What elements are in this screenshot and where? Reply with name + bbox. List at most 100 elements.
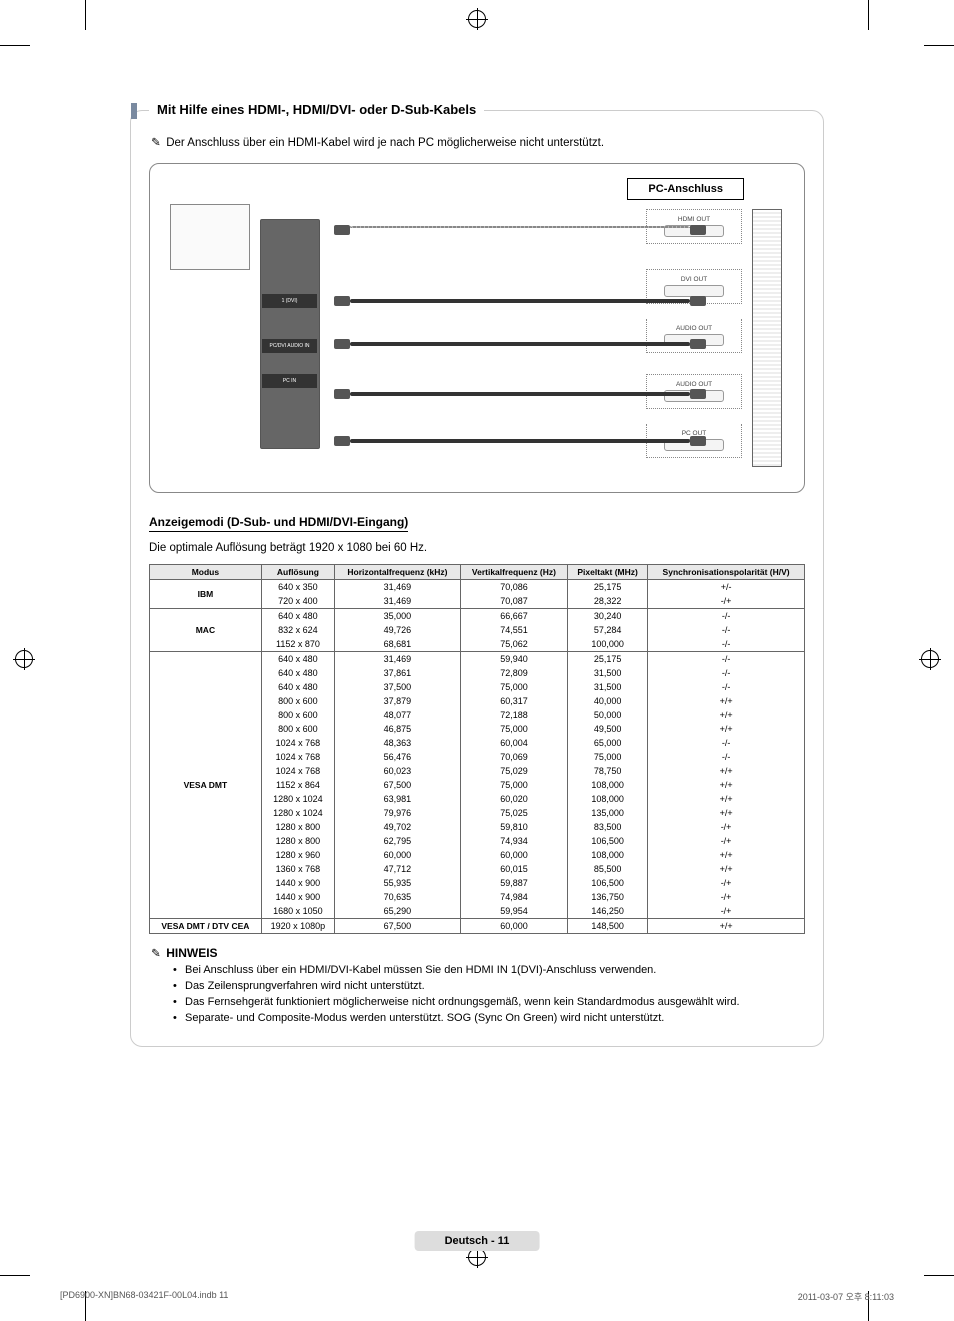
- table-cell: 148,500: [568, 919, 648, 934]
- table-body: IBM640 x 35031,46970,08625,175+/-720 x 4…: [150, 580, 805, 934]
- port-label: DVI OUT: [651, 276, 737, 283]
- table-row: MAC640 x 48035,00066,66730,240-/-: [150, 609, 805, 624]
- heading-accent-icon: [131, 103, 137, 119]
- table-cell: 75,000: [460, 680, 567, 694]
- table-cell: +/+: [648, 806, 805, 820]
- table-cell: 50,000: [568, 708, 648, 722]
- port-label: AUDIO OUT: [651, 381, 737, 388]
- table-cell: +/+: [648, 694, 805, 708]
- section-heading: Mit Hilfe eines HDMI-, HDMI/DVI- oder D-…: [131, 101, 805, 129]
- table-cell: +/+: [648, 919, 805, 934]
- table-cell: +/+: [648, 862, 805, 876]
- table-cell: -/+: [648, 904, 805, 919]
- table-cell: -/+: [648, 820, 805, 834]
- top-note-text: Der Anschluss über ein HDMI-Kabel wird j…: [166, 137, 604, 149]
- table-cell: +/+: [648, 792, 805, 806]
- table-cell: 78,750: [568, 764, 648, 778]
- table-cell: +/+: [648, 708, 805, 722]
- hinweis-section: ✎ HINWEIS Bei Anschluss über ein HDMI/DV…: [149, 946, 805, 1024]
- mode-cell: VESA DMT: [150, 652, 262, 919]
- mode-cell: MAC: [150, 609, 262, 652]
- table-cell: 1680 x 1050: [261, 904, 334, 919]
- table-cell: -/-: [648, 652, 805, 667]
- table-cell: 1024 x 768: [261, 736, 334, 750]
- table-cell: 57,284: [568, 623, 648, 637]
- subsection-heading: Anzeigemodi (D-Sub- und HDMI/DVI-Eingang…: [149, 515, 408, 532]
- table-cell: 65,000: [568, 736, 648, 750]
- table-cell: -/-: [648, 637, 805, 652]
- table-cell: 59,887: [460, 876, 567, 890]
- table-cell: 46,875: [335, 722, 461, 736]
- table-cell: -/+: [648, 890, 805, 904]
- table-cell: 28,322: [568, 594, 648, 609]
- table-cell: 106,500: [568, 834, 648, 848]
- table-cell: 800 x 600: [261, 722, 334, 736]
- table-cell: 72,809: [460, 666, 567, 680]
- doc-footer-right: 2011-03-07 오후 8:11:03: [798, 1290, 894, 1303]
- pc-tower-icon: [752, 209, 782, 467]
- table-cell: -/+: [648, 594, 805, 609]
- table-cell: -/-: [648, 609, 805, 624]
- table-cell: 37,879: [335, 694, 461, 708]
- dvi-cable-icon: [350, 299, 690, 303]
- audio-cable-icon: [350, 392, 690, 396]
- hinweis-title: HINWEIS: [166, 946, 217, 960]
- table-cell: -/-: [648, 750, 805, 764]
- table-cell: 56,476: [335, 750, 461, 764]
- crop-mark: [0, 45, 30, 46]
- tv-port-panel-icon: [260, 219, 320, 449]
- table-cell: 108,000: [568, 792, 648, 806]
- audio-cable-icon: [350, 342, 690, 346]
- document-footer: [PD6900-XN]BN68-03421F-00L04.indb 11 201…: [60, 1290, 894, 1303]
- hinweis-list: Bei Anschluss über ein HDMI/DVI-Kabel mü…: [173, 964, 805, 1024]
- table-cell: 74,984: [460, 890, 567, 904]
- table-cell: 60,000: [460, 848, 567, 862]
- page-number-badge: Deutsch - 11: [415, 1231, 540, 1251]
- table-cell: 55,935: [335, 876, 461, 890]
- table-cell: 1280 x 800: [261, 834, 334, 848]
- table-cell: 75,062: [460, 637, 567, 652]
- table-cell: -/+: [648, 834, 805, 848]
- table-cell: 1280 x 1024: [261, 792, 334, 806]
- table-cell: 60,004: [460, 736, 567, 750]
- table-cell: 108,000: [568, 778, 648, 792]
- table-cell: 1152 x 870: [261, 637, 334, 652]
- table-cell: 31,469: [335, 580, 461, 595]
- table-cell: +/+: [648, 778, 805, 792]
- tv-audio-port: PC/DVI AUDIO IN: [262, 339, 317, 353]
- table-cell: -/-: [648, 680, 805, 694]
- table-cell: 1152 x 864: [261, 778, 334, 792]
- doc-footer-left: [PD6900-XN]BN68-03421F-00L04.indb 11: [60, 1290, 228, 1303]
- table-cell: 70,086: [460, 580, 567, 595]
- heading-text: Mit Hilfe eines HDMI-, HDMI/DVI- oder D-…: [149, 102, 484, 117]
- table-cell: 146,250: [568, 904, 648, 919]
- table-cell: 800 x 600: [261, 694, 334, 708]
- table-cell: 136,750: [568, 890, 648, 904]
- table-cell: 75,025: [460, 806, 567, 820]
- table-cell: 60,317: [460, 694, 567, 708]
- note-icon: ✎: [149, 135, 163, 149]
- table-cell: 63,981: [335, 792, 461, 806]
- table-cell: 640 x 350: [261, 580, 334, 595]
- table-cell: 25,175: [568, 652, 648, 667]
- table-column-header: Auflösung: [261, 565, 334, 580]
- table-cell: +/+: [648, 722, 805, 736]
- table-column-header: Vertikalfrequenz (Hz): [460, 565, 567, 580]
- table-column-header: Horizontalfrequenz (kHz): [335, 565, 461, 580]
- port-label: HDMI OUT: [651, 216, 737, 223]
- tv-dvi-port: 1 (DVI): [262, 294, 317, 308]
- table-cell: 40,000: [568, 694, 648, 708]
- crop-mark: [85, 0, 86, 30]
- table-cell: 67,500: [335, 919, 461, 934]
- hinweis-item: Bei Anschluss über ein HDMI/DVI-Kabel mü…: [173, 964, 805, 976]
- table-cell: 1280 x 960: [261, 848, 334, 862]
- table-cell: 48,077: [335, 708, 461, 722]
- table-cell: 47,712: [335, 862, 461, 876]
- table-row: VESA DMT640 x 48031,46959,94025,175-/-: [150, 652, 805, 667]
- hinweis-item: Das Fernsehgerät funktioniert möglicherw…: [173, 996, 805, 1008]
- table-cell: 60,000: [460, 919, 567, 934]
- subsection-description: Die optimale Auflösung beträgt 1920 x 10…: [149, 542, 805, 554]
- table-cell: 59,810: [460, 820, 567, 834]
- table-cell: -/-: [648, 666, 805, 680]
- table-column-header: Modus: [150, 565, 262, 580]
